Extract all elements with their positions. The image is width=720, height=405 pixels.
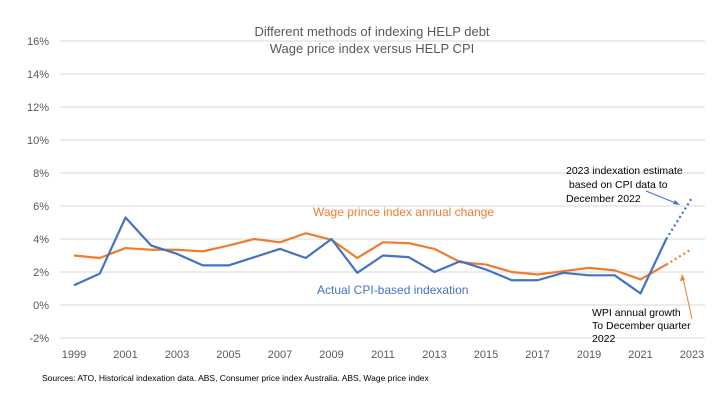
wpi-annotation-line-1: WPI annual growth xyxy=(592,307,681,319)
wpi-series-line xyxy=(73,232,667,281)
x-axis-ticks: 1999 2001 2003 2005 2007 2009 2011 2013 2015 2017… xyxy=(62,349,704,361)
x-tick-label: 1999 xyxy=(62,349,86,361)
y-tick-label: 10% xyxy=(27,135,49,147)
cpi-series-line xyxy=(73,216,668,295)
y-tick-label: -2% xyxy=(29,333,49,345)
chart-title: Different methods of indexing HELP debt xyxy=(254,24,489,39)
cpi-projection-line xyxy=(665,197,693,240)
y-tick-label: 4% xyxy=(33,234,49,246)
x-tick-label: 2003 xyxy=(165,349,189,361)
cpi-annotation-arrow xyxy=(645,190,679,205)
x-tick-label: 2009 xyxy=(319,349,343,361)
y-tick-label: 2% xyxy=(33,267,49,279)
wpi-projection-line xyxy=(665,247,693,266)
y-tick-label: 14% xyxy=(27,69,49,81)
x-tick-label: 2021 xyxy=(628,349,652,361)
x-tick-label: 2015 xyxy=(474,349,498,361)
cpi-series-label: Actual CPI-based indexation xyxy=(317,283,468,297)
cpi-annotation-line-1: 2023 indexation estimate xyxy=(566,165,683,177)
y-tick-label: 0% xyxy=(33,300,49,312)
y-tick-label: 12% xyxy=(27,102,49,114)
y-axis-ticks: -2% 0% 2% 4% 6% 8% 10% 12% 14% 16% xyxy=(27,36,49,345)
x-tick-label: 2019 xyxy=(577,349,601,361)
source-note: Sources: ATO, Historical indexation data… xyxy=(42,373,429,383)
wpi-annotation-line-2: To December quarter xyxy=(592,320,691,332)
wpi-annotation-arrow xyxy=(682,277,693,320)
cpi-annotation: 2023 indexation estimate based on CPI da… xyxy=(566,165,683,205)
y-tick-label: 8% xyxy=(33,168,49,180)
wpi-annotation: WPI annual growth To December quarter 20… xyxy=(592,274,693,345)
x-tick-label: 2017 xyxy=(525,349,549,361)
x-tick-label: 2011 xyxy=(371,349,395,361)
gridlines xyxy=(60,40,705,339)
x-tick-label: 2007 xyxy=(268,349,292,361)
x-tick-label: 2005 xyxy=(216,349,240,361)
wpi-series-label: Wage prince index annual change xyxy=(313,205,494,219)
y-tick-label: 6% xyxy=(33,201,49,213)
y-tick-label: 16% xyxy=(27,36,49,48)
wpi-annotation-line-3: 2022 xyxy=(592,333,616,345)
series xyxy=(73,197,693,295)
chart-subtitle: Wage price index versus HELP CPI xyxy=(270,41,474,56)
x-tick-label: 2013 xyxy=(422,349,446,361)
wpi-arrow-head-icon xyxy=(680,274,685,281)
x-tick-label: 2023 xyxy=(680,349,704,361)
x-tick-label: 2001 xyxy=(113,349,137,361)
cpi-annotation-line-2: based on CPI data to xyxy=(566,179,668,191)
cpi-arrow-head-icon xyxy=(673,200,680,205)
cpi-annotation-line-3: December 2022 xyxy=(566,193,641,205)
